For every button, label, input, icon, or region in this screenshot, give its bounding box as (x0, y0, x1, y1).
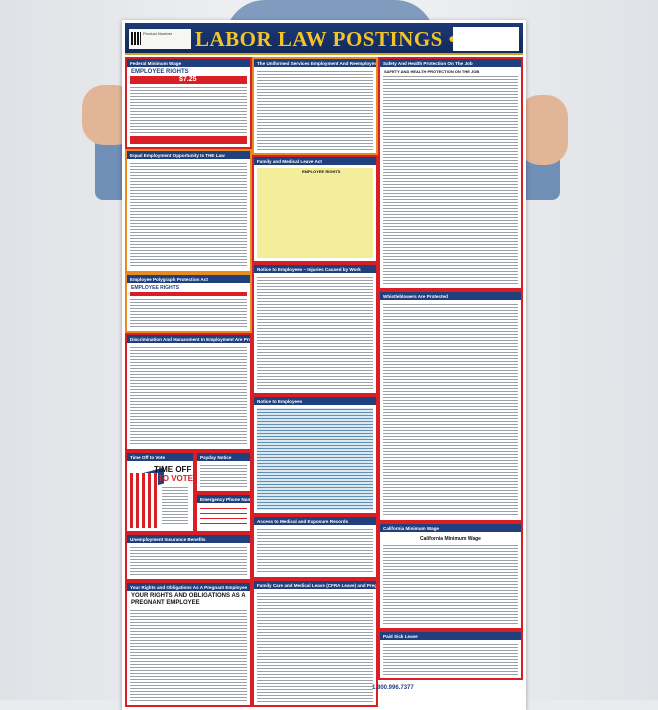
section-title: Discrimination And Harassment In Employm… (127, 335, 250, 343)
section-title: Employee Polygraph Protection Act (127, 275, 250, 283)
section-title: Family and Medical Leave Act (254, 157, 376, 165)
wage-amount: $7.25 (179, 76, 197, 83)
section-payday-notice: Payday Notice (195, 451, 252, 493)
section-federal-min-wage: Federal Minimum Wage EMPLOYEE RIGHTS $7.… (125, 57, 252, 149)
section-userra: The Uniformed Services Employment And Re… (252, 57, 378, 155)
section-time-off-to-vote: Time Off to Vote TIME OFF TO VOTE (125, 451, 195, 533)
legend-box (453, 27, 519, 51)
product-label: Product Number (129, 29, 191, 49)
section-discrimination: Discrimination And Harassment In Employm… (125, 333, 252, 451)
section-pregnant-employee: Your Rights and Obligations As A Pregnan… (125, 581, 252, 707)
section-title: Paid Sick Leave (380, 632, 521, 640)
section-title: Federal Minimum Wage (127, 59, 250, 67)
section-ca-min-wage: California Minimum Wage California Minim… (378, 522, 523, 630)
section-title: Whistleblowers Are Protected (380, 292, 521, 300)
headline: SAFETY AND HEALTH PROTECTION ON THE JOB (384, 69, 480, 74)
labor-law-poster: Product Number LABOR LAW POSTINGS • 2018… (122, 20, 526, 710)
headline: EMPLOYEE RIGHTS (302, 169, 341, 174)
section-cfra: Family Care and Medical Leave (CFRA Leav… (252, 579, 378, 707)
section-title: The Uniformed Services Employment And Re… (254, 59, 376, 67)
section-title: Safety And Health Protection On The Job (380, 59, 521, 67)
section-title: California Minimum Wage (380, 524, 521, 532)
section-fmla: Family and Medical Leave Act EMPLOYEE RI… (252, 155, 378, 263)
section-title: Payday Notice (197, 453, 250, 461)
section-polygraph: Employee Polygraph Protection Act EMPLOY… (125, 273, 252, 333)
section-paid-sick-leave: Paid Sick Leave (378, 630, 523, 680)
section-injuries-notice: Notice to Employees – Injuries Caused by… (252, 263, 378, 395)
vote-headline-2: TO VOTE (158, 474, 193, 483)
section-title: Emergency Phone Numbers (197, 495, 250, 503)
section-title: Notice to Employees (254, 397, 376, 405)
headline: California Minimum Wage (420, 536, 481, 542)
section-whistleblowers: Whistleblowers Are Protected (378, 290, 523, 522)
headline: YOUR RIGHTS AND OBLIGATIONS AS A PREGNAN… (131, 593, 246, 606)
section-osha: Safety And Health Protection On The Job … (378, 57, 523, 290)
section-title: Notice to Employees – Injuries Caused by… (254, 265, 376, 273)
section-emergency-numbers: Emergency Phone Numbers (195, 493, 252, 533)
section-title: Equal Employment Opportunity Is THE Law (127, 151, 250, 159)
headline: EMPLOYEE RIGHTS (131, 69, 189, 75)
footer-phone: 1.800.996.7377 (372, 685, 414, 691)
poster-header: Product Number LABOR LAW POSTINGS • 2018 (125, 23, 523, 55)
vote-headline-1: TIME OFF (154, 465, 192, 474)
product-label-text: Product Number (143, 31, 173, 36)
section-title: Access to Medical and Exposure Records (254, 517, 376, 525)
section-title: Your Rights and Obligations As A Pregnan… (127, 583, 250, 591)
section-title: Unemployment Insurance Benefits (127, 535, 250, 543)
headline: EMPLOYEE RIGHTS (131, 285, 180, 291)
right-hand (518, 95, 568, 165)
section-medical-records: Access to Medical and Exposure Records (252, 515, 378, 579)
section-title: Time Off to Vote (127, 453, 193, 461)
section-notice-to-employees: Notice to Employees (252, 395, 378, 515)
section-unemployment: Unemployment Insurance Benefits (125, 533, 252, 581)
section-eeo: Equal Employment Opportunity Is THE Law (125, 149, 252, 273)
section-title: Family Care and Medical Leave (CFRA Leav… (254, 581, 376, 589)
